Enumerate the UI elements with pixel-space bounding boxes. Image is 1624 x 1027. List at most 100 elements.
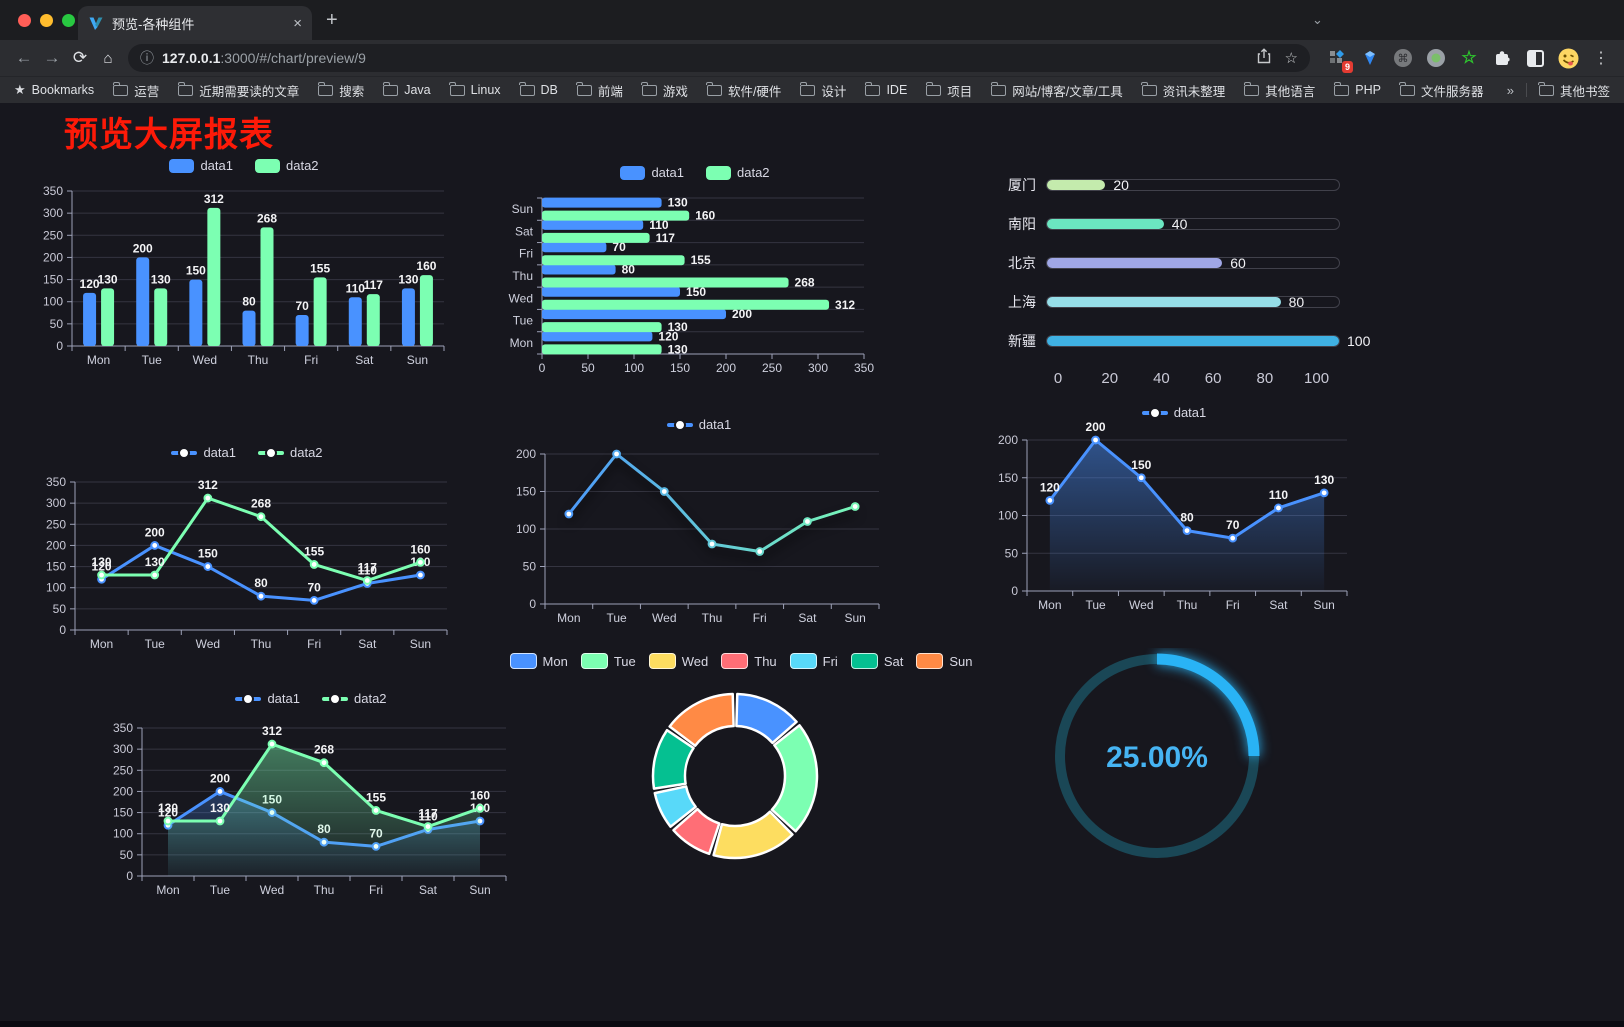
progress-value: 80 <box>1288 293 1305 310</box>
progress-fill <box>1047 179 1106 190</box>
legend-item-data2[interactable]: data2 <box>258 445 323 460</box>
legend-item-data1[interactable]: data1 <box>171 445 236 460</box>
new-tab-button[interactable]: + <box>326 9 338 31</box>
legend-item-Mon[interactable]: Mon <box>509 653 568 669</box>
bookmark-folder[interactable]: 前端 <box>576 81 623 100</box>
svg-text:Fri: Fri <box>369 883 383 897</box>
progress-value: 20 <box>1113 176 1129 193</box>
legend-item-Sun[interactable]: Sun <box>916 653 972 669</box>
extensions-row: 9 ⌘ ☆ ⋮ <box>1324 45 1614 73</box>
site-info-icon[interactable]: ⓘ <box>140 50 154 66</box>
bookmark-folder[interactable]: 设计 <box>799 81 846 100</box>
svg-text:300: 300 <box>46 496 66 510</box>
bookmark-folder-label: 软件/硬件 <box>727 84 782 99</box>
legend-item-data2[interactable]: data2 <box>255 158 319 173</box>
legend-label: Wed <box>681 653 709 669</box>
bookmark-folder[interactable]: 搜索 <box>317 81 364 100</box>
bookmark-folder[interactable]: DB <box>519 81 558 97</box>
legend-item-data1[interactable]: data1 <box>235 691 300 706</box>
legend-item-data1[interactable]: data1 <box>666 417 731 432</box>
legend-item-data2[interactable]: data2 <box>706 165 770 180</box>
extension-record-icon[interactable] <box>1423 45 1449 71</box>
legend-swatch <box>620 165 646 180</box>
bookmark-folder[interactable]: Java <box>382 81 431 97</box>
svg-text:160: 160 <box>695 209 715 223</box>
progress-row: 南阳 40 <box>1002 204 1340 243</box>
legend-item-Thu[interactable]: Thu <box>721 653 777 669</box>
svg-text:Sun: Sun <box>844 611 865 625</box>
bookmark-folder[interactable]: 资讯未整理 <box>1141 81 1225 100</box>
bookmark-folder[interactable]: 其他语言 <box>1243 81 1315 100</box>
browser-tab[interactable]: 预览-各种组件 × <box>78 6 312 40</box>
menu-kebab-icon[interactable]: ⋮ <box>1593 50 1609 67</box>
extension-gem-icon[interactable] <box>1357 45 1383 71</box>
extension-star-icon[interactable]: ☆ <box>1461 48 1477 67</box>
bookmark-folder[interactable]: 软件/硬件 <box>706 81 782 100</box>
legend-swatch <box>255 158 280 173</box>
svg-text:Thu: Thu <box>702 611 723 625</box>
svg-text:150: 150 <box>43 273 63 287</box>
bookmark-folder[interactable]: 网站/博客/文章/工具 <box>990 81 1123 100</box>
svg-text:130: 130 <box>668 320 688 334</box>
bookmark-folder[interactable]: 近期需要读的文章 <box>177 81 299 100</box>
svg-text:80: 80 <box>622 263 636 277</box>
svg-text:Tue: Tue <box>210 883 231 897</box>
bookmarks-bar: ★ Bookmarks 运营 近期需要读的文章 搜索 Java Linux DB 前端 游戏 软… <box>0 76 1624 103</box>
other-bookmarks-label: 其他书签 <box>1559 84 1610 99</box>
legend-item-data2[interactable]: data2 <box>322 691 387 706</box>
legend-item-data1[interactable]: data1 <box>1141 405 1206 420</box>
bookmark-folder[interactable]: 项目 <box>925 81 972 100</box>
legend-item-Tue[interactable]: Tue <box>580 653 636 669</box>
bookmarks-overflow-chevron[interactable]: » <box>1506 82 1514 98</box>
bookmark-folder[interactable]: IDE <box>864 81 907 97</box>
reload-button[interactable]: ⟳ <box>72 48 88 67</box>
bookmark-folder[interactable]: Linux <box>449 81 501 97</box>
bookmark-folder-label: 前端 <box>597 84 623 99</box>
svg-text:50: 50 <box>523 560 537 574</box>
bookmark-folder[interactable]: 游戏 <box>641 81 688 100</box>
legend-item-data1[interactable]: data1 <box>620 165 684 180</box>
legend-swatch <box>169 158 195 173</box>
extension-puzzle-icon[interactable] <box>1489 45 1515 71</box>
extension-grid-icon[interactable]: 9 <box>1324 45 1353 73</box>
forward-button[interactable]: → <box>43 48 61 67</box>
bookmark-folder-label: 运营 <box>134 84 160 99</box>
svg-text:350: 350 <box>113 721 133 735</box>
other-bookmarks-item[interactable]: 其他书签 <box>1538 81 1610 100</box>
address-bar[interactable]: ⓘ 127.0.0.1 :3000/#/chart/preview/9 ☆ <box>128 44 1310 72</box>
star-icon: ★ <box>14 82 26 97</box>
legend-label: Mon <box>542 653 568 669</box>
legend-item-Fri[interactable]: Fri <box>789 653 838 669</box>
share-icon[interactable] <box>1257 48 1271 68</box>
bookmark-folder[interactable]: 文件服务器 <box>1399 81 1483 100</box>
back-button[interactable]: ← <box>15 48 33 67</box>
svg-text:0: 0 <box>126 869 133 883</box>
svg-text:300: 300 <box>808 361 828 375</box>
legend-item-Sat[interactable]: Sat <box>850 653 903 669</box>
home-button[interactable]: ⌂ <box>103 49 113 67</box>
profile-avatar-emoji[interactable] <box>1555 45 1581 71</box>
maximize-window-button[interactable] <box>62 14 75 27</box>
bookmark-folder[interactable]: PHP <box>1333 81 1381 97</box>
bookmark-star-icon[interactable]: ☆ <box>1284 50 1298 67</box>
progress-value: 60 <box>1230 254 1246 271</box>
svg-text:0: 0 <box>1011 584 1018 598</box>
bookmarks-manager-item[interactable]: ★ Bookmarks <box>14 82 94 98</box>
svg-text:Sat: Sat <box>515 224 534 238</box>
extension-command-icon[interactable]: ⌘ <box>1390 45 1416 71</box>
sidebar-toggle-icon[interactable] <box>1522 45 1548 71</box>
close-window-button[interactable] <box>18 14 31 27</box>
legend-swatch <box>322 692 348 706</box>
minimize-window-button[interactable] <box>40 14 53 27</box>
svg-text:Sat: Sat <box>1269 598 1288 612</box>
svg-text:Tue: Tue <box>142 353 163 367</box>
tab-close-icon[interactable]: × <box>293 14 302 32</box>
legend-item-Wed[interactable]: Wed <box>648 653 709 669</box>
svg-text:200: 200 <box>716 361 736 375</box>
svg-text:Wed: Wed <box>196 637 220 651</box>
page-bottom-strip <box>0 1021 1624 1027</box>
bookmark-folder[interactable]: 运营 <box>112 81 160 100</box>
legend-item-data1[interactable]: data1 <box>169 158 233 173</box>
tab-dropdown-chevron-icon[interactable]: ⌄ <box>1312 12 1323 27</box>
svg-text:200: 200 <box>732 307 752 321</box>
